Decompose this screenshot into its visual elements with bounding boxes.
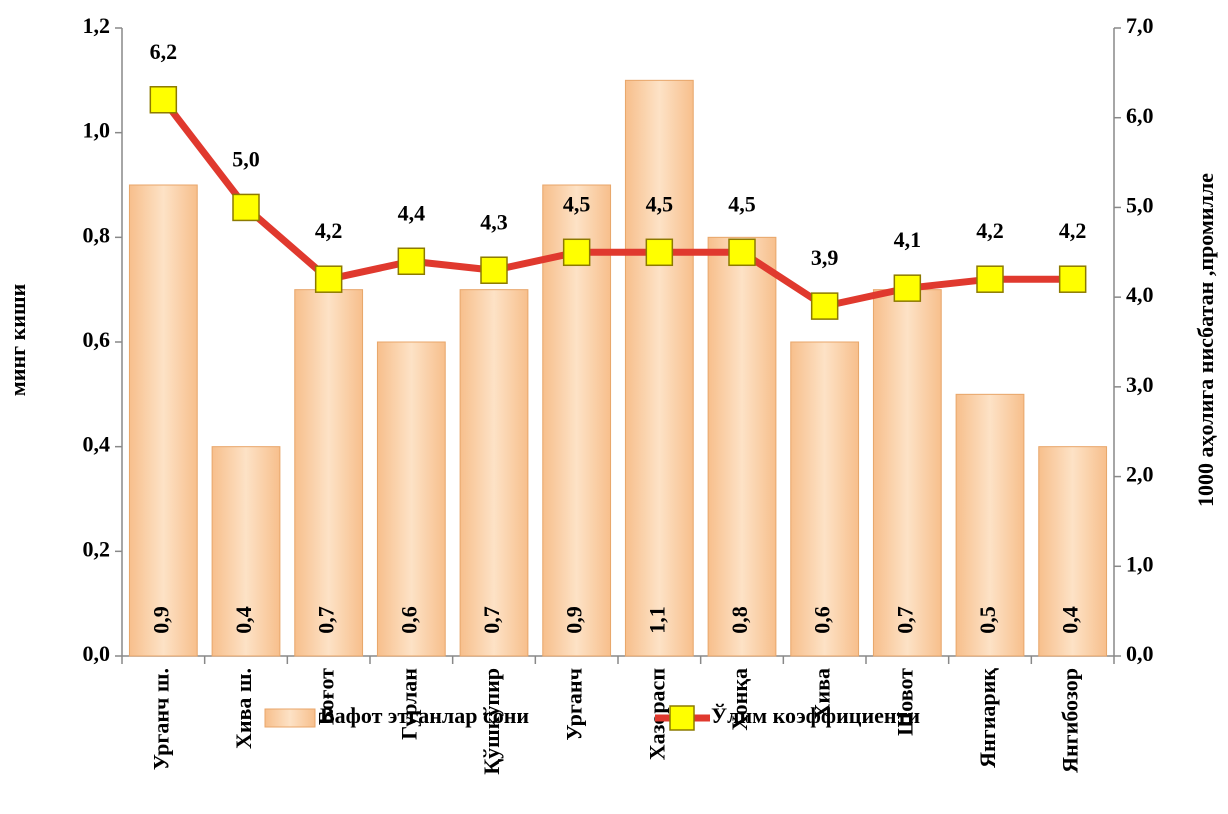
bar bbox=[1038, 446, 1108, 657]
bar-value-label: 0,4 bbox=[231, 606, 256, 634]
bar bbox=[707, 236, 777, 657]
bar-value-label: 0,7 bbox=[892, 606, 917, 634]
line-value-label: 4,5 bbox=[646, 191, 674, 216]
bar-value-label: 0,9 bbox=[148, 606, 173, 634]
y2-tick-label: 2,0 bbox=[1126, 462, 1154, 487]
y-tick-label: 0,2 bbox=[83, 536, 111, 561]
y2-tick-label: 1,0 bbox=[1126, 551, 1154, 576]
line-value-label: 4,5 bbox=[728, 191, 756, 216]
y-tick-label: 0,4 bbox=[83, 432, 111, 457]
line-marker bbox=[728, 238, 756, 267]
x-tick-label: Янгиариқ bbox=[975, 668, 1000, 768]
x-tick-label: Шовот bbox=[892, 668, 917, 736]
y2-tick-label: 5,0 bbox=[1126, 192, 1154, 217]
bar-value-label: 0,4 bbox=[1058, 606, 1083, 634]
x-tick-label: Янгибозор bbox=[1058, 668, 1083, 773]
line-value-label: 4,3 bbox=[480, 209, 508, 234]
legend-label: Ўлим коэффициенти bbox=[711, 703, 920, 728]
line-marker bbox=[397, 247, 426, 276]
bar-value-label: 0,8 bbox=[727, 606, 752, 634]
line-marker bbox=[562, 238, 591, 267]
x-tick-label: Гурлан bbox=[396, 668, 421, 740]
line-marker bbox=[480, 256, 508, 284]
bar bbox=[624, 79, 694, 657]
line-value-label: 4,2 bbox=[976, 218, 1004, 243]
bar-value-label: 0,5 bbox=[975, 606, 1000, 634]
bar-value-label: 0,7 bbox=[314, 606, 339, 634]
line-value-label: 4,2 bbox=[1059, 218, 1087, 243]
line-value-label: 3,9 bbox=[811, 245, 839, 270]
line bbox=[160, 97, 1073, 310]
bar-value-label: 0,6 bbox=[396, 606, 421, 634]
bar bbox=[294, 289, 364, 657]
bar bbox=[211, 446, 281, 657]
line-value-label: 4,2 bbox=[315, 218, 343, 243]
bar bbox=[790, 341, 860, 657]
bar-value-label: 0,6 bbox=[810, 606, 835, 634]
y2-axis-label: 1000 аҳолига нисбатан ,промилле bbox=[1193, 173, 1218, 507]
line-marker bbox=[976, 265, 1004, 293]
x-tick-label: Урганч bbox=[562, 668, 587, 741]
bar bbox=[955, 393, 1025, 657]
y2-tick-label: 0,0 bbox=[1126, 641, 1154, 666]
x-tick-label: Хива ш. bbox=[231, 668, 256, 749]
y-tick-label: 1,2 bbox=[83, 13, 111, 38]
y2-tick-label: 7,0 bbox=[1126, 13, 1154, 38]
x-tick-label: Хазорасп bbox=[644, 668, 669, 761]
line-value-label: 5,0 bbox=[232, 146, 260, 171]
y-tick-label: 1,0 bbox=[83, 118, 111, 143]
bar-value-label: 0,7 bbox=[479, 606, 504, 634]
y-tick-label: 0,6 bbox=[83, 327, 111, 352]
line-value-label: 4,5 bbox=[563, 191, 591, 216]
line-value-label: 6,2 bbox=[150, 39, 178, 64]
line-marker bbox=[893, 274, 922, 302]
y-tick-label: 0,8 bbox=[83, 222, 111, 247]
x-tick-label: Қўшкўпир bbox=[479, 668, 504, 775]
bar bbox=[459, 289, 529, 657]
bar bbox=[128, 184, 198, 657]
bar bbox=[872, 289, 942, 657]
line-marker bbox=[232, 193, 260, 222]
legend-label: Вафот этганлар сони bbox=[320, 703, 529, 728]
line-marker bbox=[645, 238, 674, 267]
x-tick-label: Боғот bbox=[314, 668, 339, 725]
line-value-label: 4,4 bbox=[398, 200, 426, 225]
y2-tick-label: 3,0 bbox=[1126, 372, 1154, 397]
line-marker bbox=[1058, 265, 1087, 293]
x-tick-label: Хива bbox=[810, 668, 835, 719]
bar-value-label: 0,9 bbox=[562, 606, 587, 634]
bar-value-label: 1,1 bbox=[644, 606, 669, 634]
line-marker bbox=[810, 292, 839, 320]
y-axis-label: минг киши bbox=[5, 283, 30, 396]
bar bbox=[376, 341, 446, 657]
y2-tick-label: 6,0 bbox=[1126, 103, 1154, 128]
line-marker bbox=[314, 265, 343, 293]
x-tick-label: Урганч ш. bbox=[148, 668, 173, 770]
y2-tick-label: 4,0 bbox=[1126, 282, 1154, 307]
y-tick-label: 0,0 bbox=[83, 641, 111, 666]
legend-swatch bbox=[669, 705, 695, 731]
line-value-label: 4,1 bbox=[894, 227, 922, 252]
x-tick-label: Хонқа bbox=[727, 668, 752, 731]
line-marker bbox=[149, 86, 178, 114]
legend-swatch bbox=[264, 708, 316, 728]
